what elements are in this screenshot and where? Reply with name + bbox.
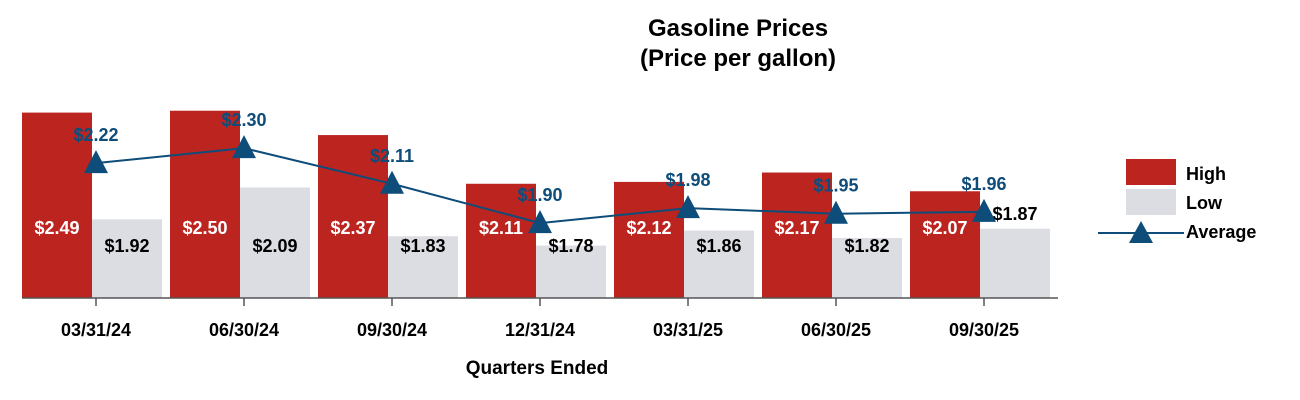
data-label-high: $2.11 [479,218,523,238]
x-tick-label: 06/30/24 [209,320,279,340]
average-marker [676,195,700,219]
data-label-average: $1.96 [961,174,1006,194]
bar-low [980,228,1050,298]
bar-high [910,191,980,298]
average-marker [232,135,256,159]
data-label-average: $2.30 [221,110,266,130]
average-marker [824,200,848,224]
legend-item-low [1098,189,1176,215]
chart-title: Gasoline Prices [647,15,829,42]
x-tick-label: 12/31/24 [505,320,575,340]
bar-low [388,236,458,298]
x-tick-label: 06/30/25 [801,320,871,340]
data-label-average: $2.11 [370,146,414,166]
x-axis-title: Quarters Ended [466,358,609,379]
data-label-low: $2.09 [252,236,297,256]
bar-high [466,183,536,298]
x-tick-label: 03/31/24 [61,320,131,340]
data-label-average: $1.98 [665,170,710,190]
bar-high [614,181,684,298]
chart-subtitle: (Price per gallon) [639,45,837,72]
data-label-high: $2.17 [774,218,819,238]
x-tick-label: 09/30/25 [949,320,1019,340]
data-label-average: $2.22 [73,125,118,145]
data-label-low: $1.87 [992,204,1037,224]
bar-low [684,230,754,298]
bar-high [170,110,240,299]
data-label-high: $2.12 [626,218,671,238]
data-label-high: $2.50 [182,218,227,238]
bar-low [832,238,902,298]
x-tick-label: 09/30/24 [357,320,427,340]
data-label-low: $1.82 [844,236,889,256]
legend-label-low: Low [1186,193,1222,213]
average-marker [972,198,996,222]
data-label-average: $1.95 [813,176,858,196]
average-marker [380,170,404,194]
data-label-average: $1.90 [517,185,562,205]
legend-label-high: High [1186,164,1226,184]
bar-low [536,245,606,298]
legend-label-average: Average [1186,222,1257,242]
data-label-high: $2.37 [330,218,375,238]
x-tick-label: 03/31/25 [653,320,723,340]
bar-low [240,187,310,298]
bar-low [92,219,162,298]
legend-swatch-high [1126,159,1176,185]
data-label-high: $2.49 [34,218,79,238]
chart-title-block: Gasoline Prices (Price per gallon) [450,14,1026,74]
data-label-low: $1.78 [548,236,593,256]
bar-high [22,112,92,298]
average-marker [528,210,552,234]
data-label-low: $1.86 [696,236,741,256]
data-label-low: $1.92 [104,236,149,256]
data-label-low: $1.83 [400,236,445,256]
legend-swatch-low [1126,189,1176,215]
legend-swatch-average [1098,221,1184,243]
bar-high [318,135,388,298]
bar-high [762,172,832,298]
average-marker [84,150,108,174]
data-label-high: $2.07 [922,218,967,238]
legend-item-high [1098,159,1176,185]
